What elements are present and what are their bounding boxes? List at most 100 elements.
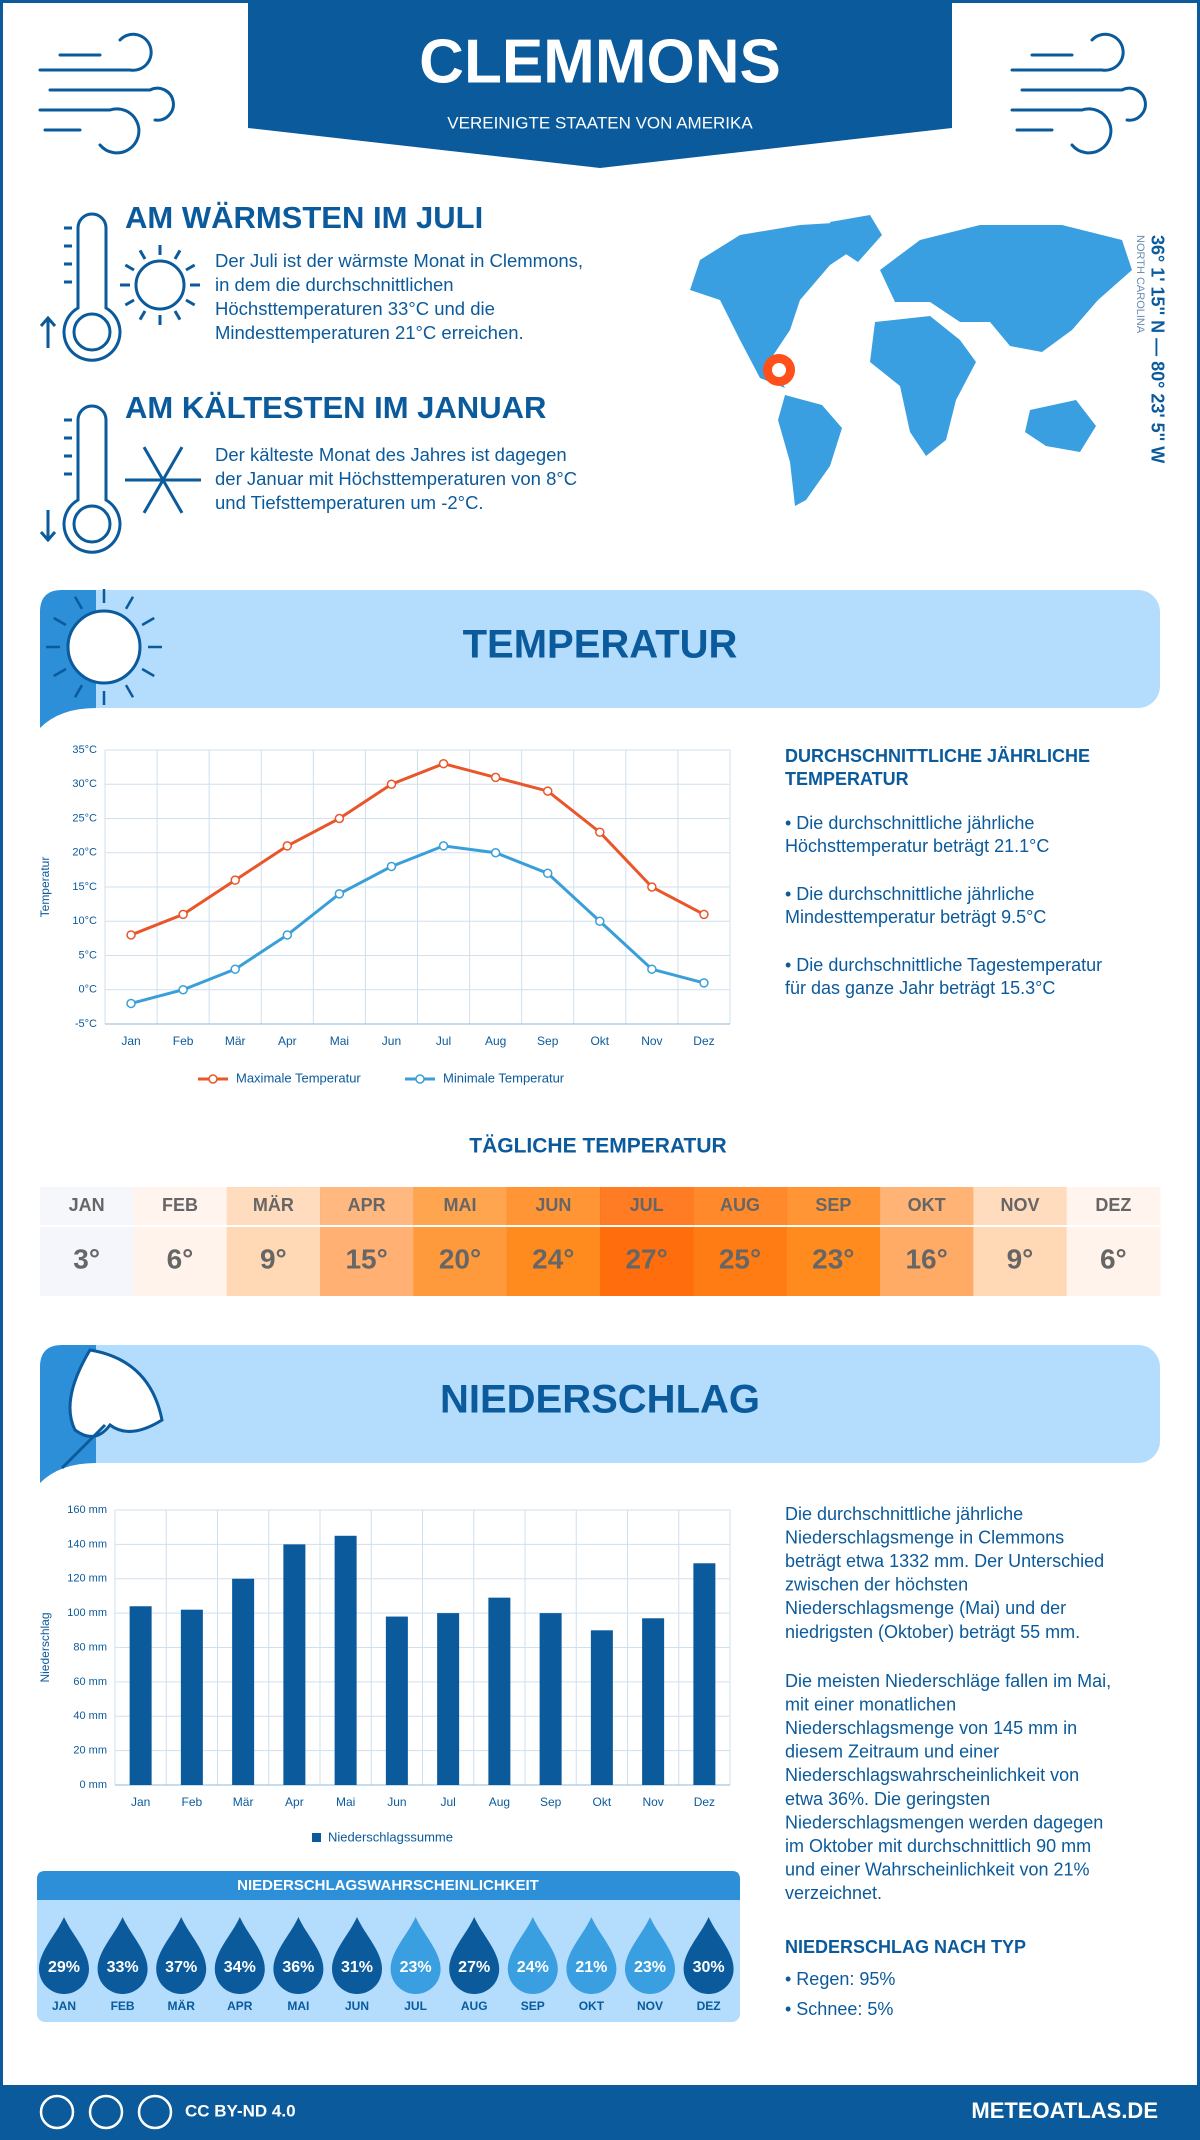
footer-bar [0, 2085, 1200, 2140]
thermometer-ticks [64, 226, 72, 284]
coldest-text: und Tiefsttemperaturen um -2°C. [215, 492, 484, 513]
daily-month: NOV [1000, 1195, 1039, 1215]
thermometer-bulb [72, 312, 112, 352]
probability-month: SEP [521, 1999, 545, 2013]
daily-value: 23° [812, 1243, 854, 1274]
daily-cell [600, 1225, 694, 1296]
snowflake-arm [161, 479, 184, 514]
data-point [178, 985, 188, 995]
series-line [130, 762, 705, 937]
data-point [438, 758, 449, 769]
data-point [230, 875, 240, 885]
daily-cell [880, 1225, 974, 1296]
bar [642, 1618, 665, 1785]
map-continent [690, 222, 860, 388]
daily-header-cell [973, 1187, 1068, 1225]
data-point [386, 861, 397, 872]
license-icon [88, 2094, 124, 2130]
data-point [126, 930, 136, 940]
warmest-text: Der Juli ist der wärmste Monat in Clemmo… [215, 250, 583, 271]
data-point [178, 909, 188, 920]
probability-drop [332, 1917, 382, 1994]
sun-ray [138, 249, 147, 260]
summary-heading: TEMPERATUR [785, 769, 909, 789]
probability-drop [156, 1917, 207, 1994]
daily-header-cell [40, 1187, 134, 1225]
warmest-text: Höchsttemperaturen 33°C und die [215, 298, 495, 319]
region: NORTH CAROLINA [1134, 235, 1146, 334]
footer-site: METEOATLAS.DE [971, 2098, 1158, 2123]
daily-cell [506, 1225, 601, 1296]
precipitation-text: Niederschlagsmenge (Mai) und der [785, 1598, 1066, 1618]
x-tick-label: Dez [693, 1034, 714, 1048]
data-point [230, 964, 240, 974]
daily-header-cell [413, 1187, 508, 1225]
daily-value: 6° [1100, 1243, 1127, 1274]
section-title: TEMPERATUR [463, 623, 738, 667]
type-item: • Regen: 95% [785, 1969, 895, 1989]
umbrella-handle [60, 1423, 107, 1470]
sun-ray [124, 298, 135, 307]
thermometer-ticks [64, 418, 72, 476]
probability-value: 30% [693, 1959, 725, 1976]
probability-month: APR [227, 1999, 253, 2013]
legend-marker [415, 1074, 425, 1084]
snowflake-arm [142, 446, 165, 481]
map-continent [778, 395, 842, 506]
daily-cell [786, 1225, 881, 1296]
series-line [130, 844, 705, 1005]
y-tick-label: 30°C [72, 778, 97, 790]
sun-ray [185, 263, 196, 272]
data-point [699, 909, 709, 920]
x-tick-label: Dez [694, 1795, 715, 1809]
summary-bullet: für das ganze Jahr beträgt 15.3°C [785, 978, 1055, 998]
probability-drop [625, 1917, 675, 1994]
probability-value: 24% [517, 1959, 549, 1976]
sun-icon [66, 609, 142, 685]
daily-month: JAN [69, 1195, 105, 1215]
summary-bullet: • Die durchschnittliche jährliche [785, 884, 1034, 904]
probability-title-bar [37, 1871, 740, 1900]
x-tick-label: Jan [121, 1034, 140, 1048]
bar [232, 1578, 255, 1785]
probability-value: 29% [48, 1959, 80, 1976]
footer-license: CC BY-ND 4.0 [185, 2101, 296, 2120]
probability-drop [566, 1917, 617, 1994]
sun-ray [73, 684, 84, 698]
daily-header-cell [1066, 1187, 1161, 1225]
x-tick-label: Okt [590, 1034, 609, 1048]
x-tick-label: Nov [642, 1795, 663, 1809]
wind-icon [43, 53, 102, 132]
probability-month: DEZ [697, 1999, 721, 2013]
daily-month: DEZ [1095, 1195, 1131, 1215]
daily-value: 15° [345, 1243, 387, 1274]
daily-value: 25° [719, 1243, 761, 1274]
data-point [386, 779, 397, 789]
y-tick-label: 160 mm [67, 1504, 107, 1516]
wind-icon [48, 86, 175, 122]
precipitation-text: beträgt etwa 1332 mm. Der Unterschied [785, 1551, 1104, 1571]
precipitation-text: mit einer monatlichen [785, 1694, 956, 1714]
y-tick-label: 5°C [79, 949, 98, 961]
x-tick-label: Apr [285, 1795, 304, 1809]
data-point [542, 786, 553, 796]
bar [385, 1616, 408, 1785]
section-title: NIEDERSCHLAG [440, 1378, 760, 1422]
daily-title: TÄGLICHE TEMPERATUR [469, 1135, 726, 1158]
daily-header-cell [226, 1187, 321, 1225]
data-point [282, 930, 293, 940]
subtitle: VEREINIGTE STAATEN VON AMERIKA [447, 113, 753, 132]
coldest-text: Der kälteste Monat des Jahres ist dagege… [215, 444, 567, 465]
license-icon [137, 2094, 173, 2130]
daily-cell [320, 1225, 414, 1296]
probability-value: 34% [224, 1959, 256, 1976]
legend-marker [312, 1833, 321, 1842]
map-continent [870, 316, 976, 456]
wind-icon [1015, 53, 1074, 132]
y-tick-label: 40 mm [73, 1710, 107, 1722]
type-heading: NIEDERSCHLAG NACH TYP [785, 1937, 1026, 1957]
data-point [647, 964, 657, 974]
summary-bullet: • Die durchschnittliche jährliche [785, 813, 1034, 833]
x-tick-label: Jul [440, 1795, 455, 1809]
x-tick-label: Jun [387, 1795, 406, 1809]
